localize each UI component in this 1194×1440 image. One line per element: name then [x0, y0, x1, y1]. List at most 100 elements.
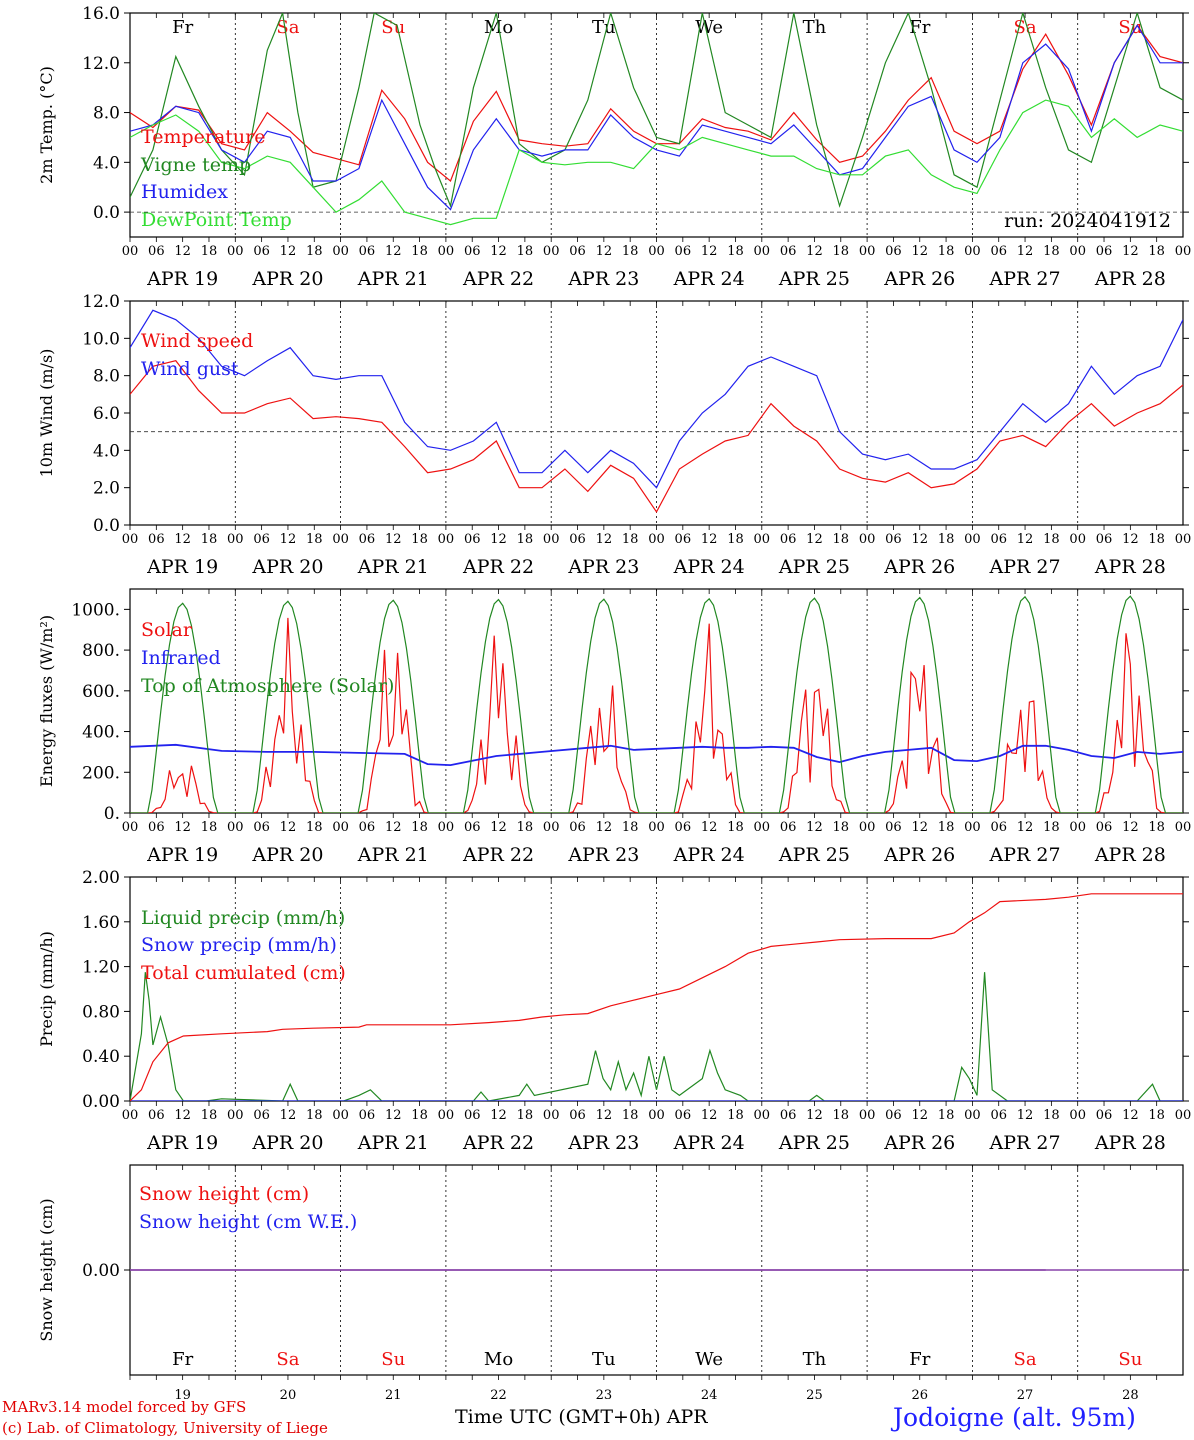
- hour-tick-label: 18: [1148, 1108, 1165, 1123]
- hour-tick-label: 00: [438, 532, 455, 547]
- weekday-label: Tu: [592, 17, 616, 38]
- day-number-label: 23: [596, 1388, 613, 1403]
- hour-tick-label: 18: [306, 532, 323, 547]
- hour-tick-label: 12: [490, 244, 507, 259]
- hour-tick-label: 18: [622, 532, 639, 547]
- hour-tick-label: 12: [490, 820, 507, 835]
- hour-tick-label: 06: [148, 820, 165, 835]
- hour-tick-label: 12: [280, 532, 297, 547]
- hour-tick-label: 12: [911, 1108, 928, 1123]
- weekday-label: Fr: [172, 1349, 193, 1370]
- hour-tick-label: 18: [517, 532, 534, 547]
- series-line: [130, 360, 1183, 514]
- legend-entry: Humidex: [141, 181, 228, 203]
- day-label: APR 26: [883, 268, 955, 290]
- hour-tick-label: 18: [517, 244, 534, 259]
- hour-tick-label: 00: [438, 244, 455, 259]
- day-label: APR 24: [673, 844, 745, 866]
- hour-tick-label: 18: [1148, 820, 1165, 835]
- hour-tick-label: 06: [464, 532, 481, 547]
- hour-tick-label: 18: [1043, 532, 1060, 547]
- day-label: APR 20: [251, 556, 323, 578]
- hour-tick-label: 18: [201, 1108, 218, 1123]
- hour-tick-label: 12: [701, 1108, 718, 1123]
- panel-4: 0.00 0.40 0.80 1.20 1.60 2.00 Precip (mm/h) 00 0…: [37, 868, 1191, 1154]
- day-label: APR 23: [567, 1132, 639, 1154]
- hour-tick-label: 06: [148, 1108, 165, 1123]
- hour-tick-label: 06: [990, 820, 1007, 835]
- hour-tick-label: 06: [569, 532, 586, 547]
- day-number-label: 21: [385, 1388, 402, 1403]
- hour-tick-label: 06: [1096, 244, 1113, 259]
- hour-tick-label: 18: [201, 820, 218, 835]
- hour-tick-label: 00: [227, 532, 244, 547]
- legend-entry: Snow height (cm W.E.): [139, 1211, 357, 1233]
- y-tick-label: 2.00: [82, 868, 120, 888]
- day-label: APR 20: [251, 1132, 323, 1154]
- day-label: APR 28: [1094, 556, 1166, 578]
- day-label: APR 20: [251, 268, 323, 290]
- series-line: [130, 893, 1183, 1101]
- hour-tick-label: 00: [754, 1108, 771, 1123]
- y-tick-label: 4.0: [93, 153, 120, 173]
- hour-tick-label: 12: [490, 1108, 507, 1123]
- hour-tick-label: 12: [911, 244, 928, 259]
- hour-tick-label: 12: [1017, 820, 1034, 835]
- y-tick-label: 12.0: [82, 292, 120, 312]
- day-label: APR 25: [778, 556, 850, 578]
- hour-tick-label: 00: [227, 1108, 244, 1123]
- hour-tick-label: 06: [990, 1108, 1007, 1123]
- hour-tick-label: 00: [648, 244, 665, 259]
- series-line: [130, 13, 1183, 208]
- weekday-label: Su: [1118, 1349, 1142, 1370]
- hour-tick-label: 00: [122, 244, 139, 259]
- hour-tick-label: 06: [359, 1108, 376, 1123]
- day-label: APR 19: [146, 268, 218, 290]
- hour-tick-label: 00: [859, 820, 876, 835]
- series-group: [130, 13, 1183, 226]
- hour-tick-label: 06: [1096, 820, 1113, 835]
- hour-tick-label: 18: [306, 820, 323, 835]
- hour-tick-label: 18: [833, 244, 850, 259]
- hour-tick-label: 00: [1175, 820, 1192, 835]
- hour-tick-label: 12: [596, 1108, 613, 1123]
- hour-tick-label: 00: [648, 820, 665, 835]
- y-tick-label: 1.60: [82, 913, 120, 933]
- legend-entry: Total cumulated (cm): [141, 962, 346, 984]
- hour-tick-label: 06: [780, 1108, 797, 1123]
- y-tick-label: 0.: [104, 804, 120, 824]
- day-number-label: 24: [701, 1388, 718, 1403]
- day-label: APR 28: [1094, 1132, 1166, 1154]
- hour-tick-label: 12: [701, 244, 718, 259]
- hour-tick-label: 18: [1043, 820, 1060, 835]
- hour-tick-label: 18: [1148, 532, 1165, 547]
- day-label: APR 22: [462, 268, 534, 290]
- hour-tick-label: 12: [490, 532, 507, 547]
- y-tick-label: 0.80: [82, 1002, 120, 1022]
- hour-tick-label: 06: [359, 244, 376, 259]
- hour-tick-label: 12: [174, 244, 191, 259]
- hour-tick-label: 18: [201, 532, 218, 547]
- hour-tick-label: 00: [859, 1108, 876, 1123]
- hour-tick-label: 18: [938, 244, 955, 259]
- hour-tick-label: 06: [148, 532, 165, 547]
- y-tick-label: 0.40: [82, 1047, 120, 1067]
- day-label: APR 27: [989, 844, 1061, 866]
- legend-entry: Solar: [141, 619, 193, 641]
- weekday-label: Sa: [276, 1349, 299, 1370]
- y-tick-label: 16.0: [82, 4, 120, 24]
- run-annotation: run: 2024041912: [1004, 210, 1171, 232]
- hour-tick-label: 06: [675, 1108, 692, 1123]
- hour-tick-label: 00: [1069, 820, 1086, 835]
- hour-tick-label: 18: [1148, 244, 1165, 259]
- day-label: APR 21: [357, 1132, 429, 1154]
- hour-tick-label: 18: [938, 1108, 955, 1123]
- hour-tick-label: 06: [780, 244, 797, 259]
- lab-credit: (c) Lab. of Climatology, University of L…: [2, 1419, 328, 1437]
- series-group: [130, 893, 1183, 1101]
- hour-tick-label: 06: [359, 532, 376, 547]
- day-number-label: 22: [490, 1388, 507, 1403]
- y-tick-label: 6.0: [93, 404, 120, 424]
- hour-tick-label: 18: [727, 1108, 744, 1123]
